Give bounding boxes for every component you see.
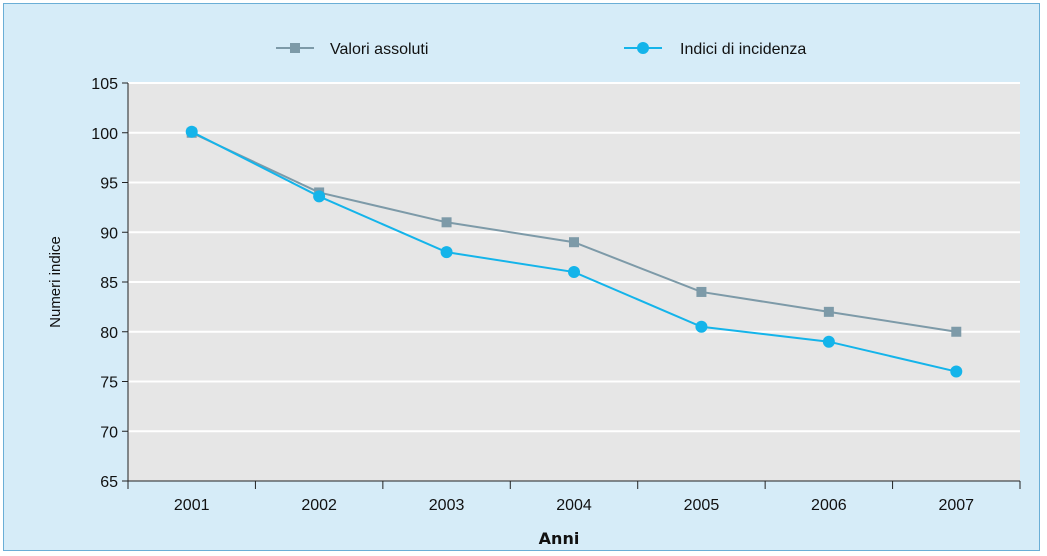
y-tick-label: 65	[100, 474, 118, 491]
gridlines	[128, 82, 1020, 433]
legend-marker-square	[290, 43, 300, 53]
data-point-square	[569, 237, 579, 248]
y-ticks: 65 70 75 80 85 90 95 100 105	[91, 76, 128, 491]
x-tick-label: 2003	[429, 497, 465, 514]
data-point-square	[441, 217, 452, 228]
y-tick-label: 95	[100, 176, 118, 193]
legend-label: Valori assoluti	[330, 41, 428, 58]
y-tick-label: 90	[100, 225, 118, 242]
y-axis-title: Numeri indice	[47, 236, 64, 328]
x-tick-label: 2004	[556, 497, 592, 514]
data-point-circle	[568, 266, 580, 279]
data-point-circle	[950, 365, 963, 378]
legend: Valori assoluti Indici di incidenza	[276, 41, 806, 58]
y-tick-label: 75	[100, 375, 118, 392]
x-ticks: 2001 2002 2003 2004 2005 2006 2007	[127, 481, 1021, 514]
x-tick-label: 2006	[811, 497, 847, 514]
data-point-circle	[822, 335, 835, 348]
data-point-circle	[440, 246, 453, 259]
legend-marker-circle	[637, 42, 649, 54]
y-tick-label: 70	[100, 424, 118, 441]
data-point-square	[951, 326, 962, 337]
x-tick-label: 2002	[301, 497, 337, 514]
x-tick-label: 2001	[174, 497, 210, 514]
series-2	[185, 125, 963, 378]
x-tick-label: 2005	[684, 497, 720, 514]
data-point-square	[696, 286, 707, 297]
y-tick-label: 100	[91, 126, 118, 143]
x-tick-label: 2007	[938, 497, 974, 514]
y-tick-label: 105	[91, 76, 118, 93]
data-point-circle	[185, 125, 198, 138]
data-point-circle	[695, 320, 708, 333]
data-point-circle	[313, 190, 326, 203]
y-tick-label: 80	[100, 325, 118, 342]
y-tick-label: 85	[100, 275, 118, 292]
data-point-square	[823, 306, 834, 317]
x-axis-title: Anni	[539, 529, 580, 548]
legend-label: Indici di incidenza	[680, 41, 806, 58]
series-layer	[185, 125, 963, 378]
chart-frame: 65 70 75 80 85 90 95 100 105 2001 2002 2003 2004 200…	[3, 3, 1040, 551]
